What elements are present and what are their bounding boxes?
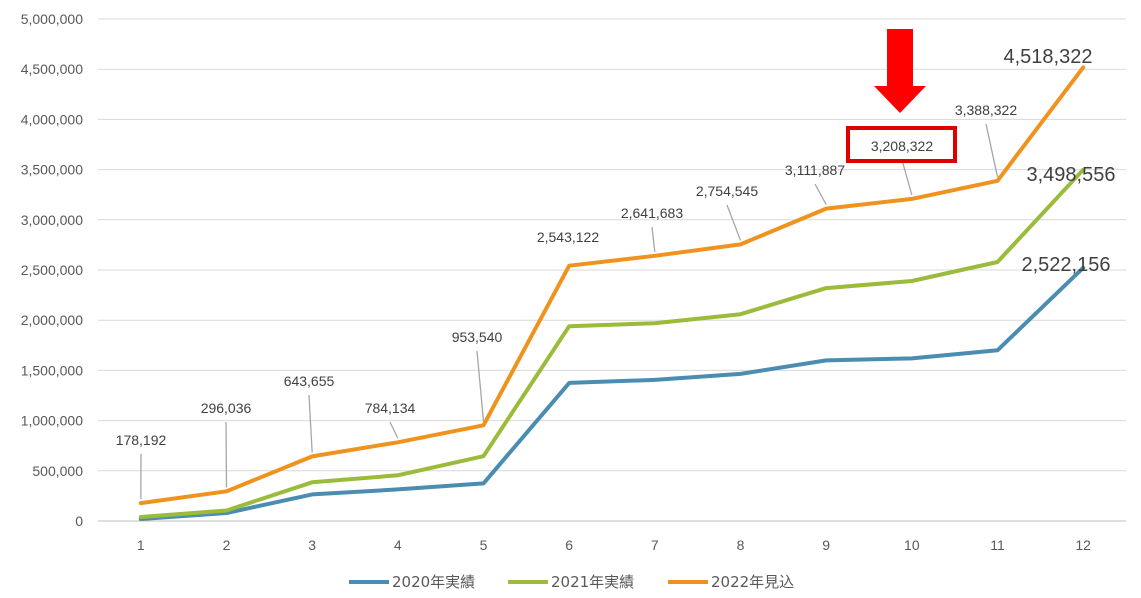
- legend-label: 2020年実績: [392, 573, 475, 591]
- data-label: 3,208,322: [871, 138, 933, 154]
- x-tick-label: 5: [480, 537, 488, 553]
- leader-line: [389, 421, 399, 439]
- x-tick-label: 9: [822, 537, 830, 553]
- x-tick-label: 12: [1075, 537, 1091, 553]
- leader-line: [985, 123, 999, 177]
- leader-line: [651, 226, 656, 252]
- y-tick-label: 2,000,000: [21, 312, 83, 328]
- y-tick-label: 3,500,000: [21, 162, 83, 178]
- y-tick-label: 2,500,000: [21, 262, 83, 278]
- leader-line: [814, 183, 827, 205]
- leader-line: [476, 350, 485, 422]
- data-label: 296,036: [201, 400, 252, 416]
- data-label: 953,540: [452, 329, 503, 345]
- x-tick-label: 4: [394, 537, 402, 553]
- legend-label: 2021年実績: [551, 573, 634, 591]
- legend-label: 2022年見込: [711, 573, 794, 591]
- leader-line: [726, 204, 742, 241]
- x-tick-label: 2: [223, 537, 231, 553]
- series-line: [138, 265, 1086, 521]
- x-tick-label: 8: [737, 537, 745, 553]
- data-label: 178,192: [116, 432, 167, 448]
- y-tick-label: 3,000,000: [21, 212, 83, 228]
- data-label: 643,655: [284, 373, 335, 389]
- end-value-label: 3,498,556: [1027, 164, 1116, 186]
- data-label: 2,641,683: [621, 205, 683, 221]
- y-tick-label: 0: [75, 513, 83, 529]
- leader-line: [225, 421, 228, 488]
- series-line: [138, 167, 1086, 519]
- highlight-box: [846, 126, 957, 163]
- series-line: [138, 65, 1086, 506]
- down-arrow-icon: [874, 29, 926, 113]
- y-tick-label: 500,000: [32, 463, 83, 479]
- end-value-label: 2,522,156: [1022, 254, 1111, 276]
- y-tick-label: 5,000,000: [21, 11, 83, 27]
- x-tick-label: 6: [565, 537, 573, 553]
- data-label: 3,111,887: [785, 162, 845, 178]
- y-tick-label: 4,500,000: [21, 61, 83, 77]
- data-label: 3,388,322: [955, 102, 1017, 118]
- data-label: 784,134: [365, 400, 416, 416]
- x-tick-label: 7: [651, 537, 659, 553]
- data-label: 2,543,122: [537, 229, 599, 245]
- data-label: 2,754,545: [696, 183, 758, 199]
- leader-line: [308, 394, 313, 453]
- x-tick-label: 3: [308, 537, 316, 553]
- y-tick-label: 1,500,000: [21, 362, 83, 378]
- y-tick-label: 4,000,000: [21, 111, 83, 127]
- leader-line: [901, 159, 913, 196]
- end-value-label: 4,518,322: [1004, 46, 1093, 68]
- y-tick-label: 1,000,000: [21, 413, 83, 429]
- x-tick-label: 11: [990, 537, 1005, 553]
- x-tick-label: 1: [137, 537, 145, 553]
- x-tick-label: 10: [904, 537, 920, 553]
